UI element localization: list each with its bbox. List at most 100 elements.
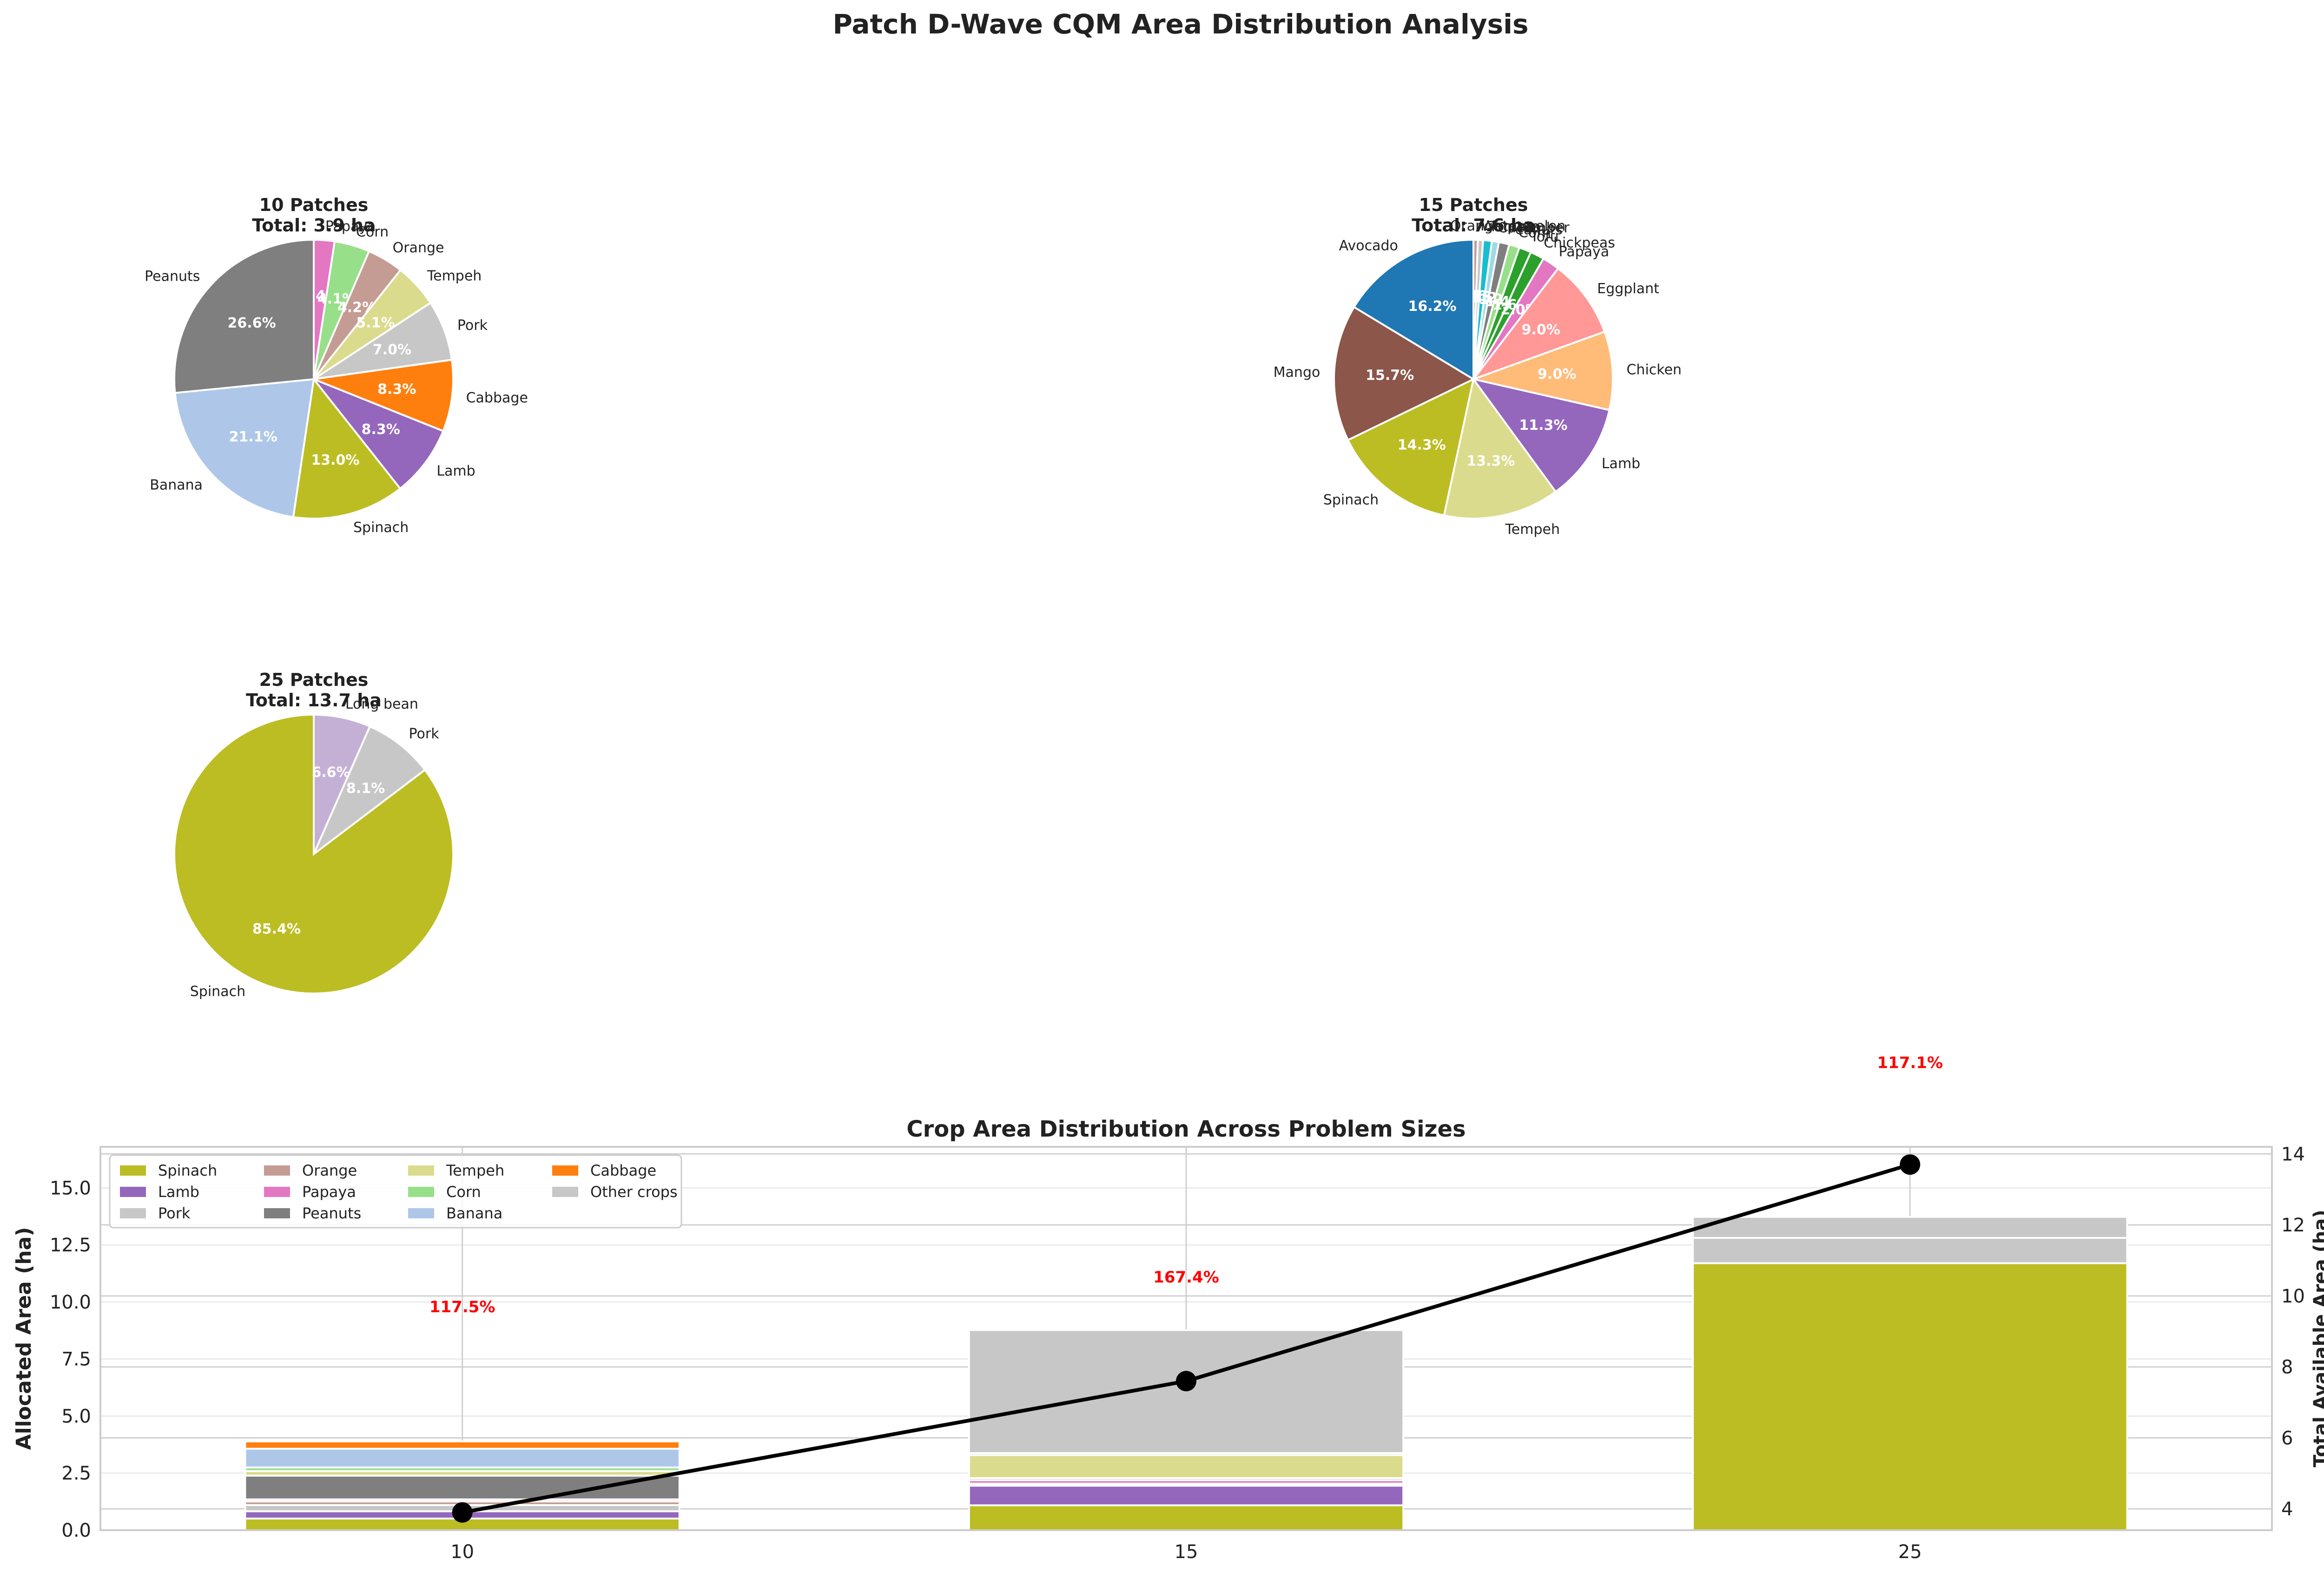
legend-label: Tempeh [446,1162,504,1179]
pie-percent-label: 26.6% [228,315,276,331]
bar-segment [244,1440,680,1450]
legend-swatch [408,1187,434,1197]
y2-tick-label: 4 [2281,1499,2293,1520]
total-area-point [452,1502,473,1523]
y-axis-label: Allocated Area (ha) [12,1227,36,1450]
legend-swatch [120,1208,146,1218]
pie-slice-label: Tomato [1488,219,1539,235]
pie-slice-label: Peanuts [145,268,200,284]
x-tick-label: 10 [450,1541,474,1563]
bar-segment [968,1454,1405,1480]
pie-slice-label: Chickpeas [1544,235,1615,251]
legend-label: Papaya [302,1183,356,1201]
pie-slice [1471,377,1611,493]
legend-label: Lamb [158,1183,199,1201]
bar-legend: Spinach Lamb Pork Orange Papaya Peanuts Tempeh… [109,1154,682,1229]
bar-annotation: 117.5% [429,1298,495,1316]
bar-annotation: 167.4% [1153,1268,1219,1287]
pie-slice [173,713,454,994]
pie-percent-label: 14.3% [1398,437,1446,454]
y2-tick-label: 14 [2281,1144,2305,1165]
bar-chart-title: Crop Area Distribution Across Problem Si… [906,1116,1466,1142]
bar-segment [968,1485,1405,1506]
y-tick-label: 7.5 [61,1349,91,1370]
legend-box [109,1154,682,1229]
bar-segment [244,1474,680,1500]
pie-slice-label: Tempeh [427,268,482,284]
pie-slice-label: Pork [409,726,440,742]
pie-slice-label: Avocado [1339,238,1398,254]
pie-subtitle: Total: 7.6 ha [1412,215,1535,236]
legend-label: Banana [446,1204,502,1222]
legend-swatch [120,1187,146,1197]
pie-slice-label: Papaya [1559,244,1610,260]
pie-slice [310,377,445,490]
pie-slice [174,378,315,519]
pie-percent-label: 5.1% [356,315,395,331]
pie-slice [1443,377,1557,520]
y-tick-label: 5.0 [61,1406,91,1427]
legend-swatch [408,1208,434,1218]
pie-percent-label: 9.0% [1522,322,1560,338]
bar-segment [1692,1237,2128,1264]
legend-label: Corn [446,1183,481,1201]
pie-slice [1353,238,1474,381]
pie-slice-label: Spinach [190,983,245,1000]
pie-slice-label: Lamb [436,463,475,480]
legend-swatch [264,1165,290,1176]
pie-percent-label: 16.2% [1408,298,1457,315]
total-area-point [1900,1154,1921,1175]
pie-percent-label: 11.3% [1519,417,1567,434]
pie-slice [313,302,453,380]
pie-slice [310,358,454,433]
pie-slice [1347,377,1475,517]
pie-slice [173,238,315,394]
pie-slice [1471,267,1606,381]
bar-annotation: 117.1% [1877,1053,1943,1072]
y2-tick-label: 10 [2281,1286,2305,1307]
pie-percent-label: 8.3% [362,421,400,438]
x-axis-label: Number of Patches [1076,1569,1296,1572]
pie-slice-label: Corn [1519,225,1551,241]
legend-swatch [264,1187,290,1197]
pie-slice-label: Cucumber [1498,220,1570,236]
legend-label: Orange [302,1162,357,1179]
pie-slice [313,713,371,855]
figure-title: Patch D-Wave CQM Area Distribution Analy… [832,8,1528,40]
legend-swatch [552,1165,578,1176]
pie-slice-label: Peanuts [1507,222,1563,238]
legend-swatch [120,1165,146,1176]
legend-swatch [408,1165,434,1176]
bar-segment [968,1504,1405,1531]
pie-slice-label: Eggplant [1597,281,1659,297]
pie-subtitle: Total: 13.7 ha [246,690,382,710]
pie-percent-label: 8.3% [377,381,416,398]
pie-slice [1333,306,1476,441]
bar-segment [244,1447,680,1468]
legend-label: Cabbage [590,1162,656,1179]
pie-slice [311,725,426,857]
bar-segment [968,1329,1405,1454]
pie-title: 25 Patches [259,670,369,690]
pie-percent-label: 6.6% [311,764,350,781]
pie-slice-label: Tofu [1530,229,1559,245]
pie-slice-label: Orange [1450,218,1502,234]
pie-percent-label: 7.0% [373,342,411,358]
x-tick-label: 15 [1175,1541,1198,1563]
y2-tick-label: 8 [2281,1357,2293,1378]
pie-slice-label: Spinach [353,520,409,536]
pie-slice-label: Lamb [1602,455,1640,472]
y-tick-label: 10.0 [50,1292,91,1313]
pie-slice-label: Long bean [345,696,418,712]
pie-title: 10 Patches [259,195,369,215]
legend-label: Peanuts [302,1204,361,1222]
pie-percent-label: 13.0% [311,452,359,468]
pie-percent-label: 13.3% [1466,453,1515,469]
pie-percent-label: 85.4% [252,921,301,937]
legend-swatch [264,1208,290,1218]
y2-axis-label: Total Available Area (ha) [2310,1210,2324,1467]
